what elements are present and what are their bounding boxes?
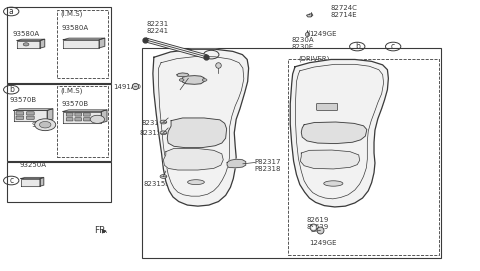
Text: P82317
P82318: P82317 P82318: [254, 159, 281, 172]
Circle shape: [160, 175, 167, 178]
Text: 93580A: 93580A: [62, 25, 89, 31]
Text: 82231
82241: 82231 82241: [147, 21, 169, 34]
Text: 1249GE: 1249GE: [310, 240, 337, 246]
Polygon shape: [177, 73, 189, 77]
FancyBboxPatch shape: [66, 113, 73, 116]
Text: 82620
82610: 82620 82610: [169, 83, 192, 96]
Polygon shape: [63, 111, 101, 123]
Polygon shape: [40, 39, 45, 48]
Ellipse shape: [324, 181, 343, 186]
Polygon shape: [13, 109, 53, 110]
FancyBboxPatch shape: [84, 113, 90, 116]
Bar: [57, 10, 108, 78]
Text: 1249LB: 1249LB: [214, 64, 240, 70]
Polygon shape: [290, 59, 388, 207]
Polygon shape: [153, 49, 249, 206]
FancyBboxPatch shape: [84, 118, 90, 121]
Text: b: b: [355, 42, 360, 51]
Polygon shape: [47, 109, 53, 121]
FancyBboxPatch shape: [66, 118, 73, 121]
Polygon shape: [300, 150, 360, 169]
Circle shape: [39, 121, 51, 128]
Polygon shape: [182, 76, 204, 84]
Polygon shape: [101, 110, 107, 123]
Text: (I.M.S): (I.M.S): [60, 11, 83, 17]
Polygon shape: [99, 38, 105, 48]
FancyBboxPatch shape: [75, 118, 82, 121]
Text: 82315A: 82315A: [140, 130, 167, 136]
Text: 1249GE: 1249GE: [310, 31, 337, 37]
Polygon shape: [167, 118, 227, 148]
Polygon shape: [301, 122, 367, 144]
Polygon shape: [63, 38, 105, 40]
Bar: [7, 7, 111, 83]
Text: 82724C
82714E: 82724C 82714E: [331, 5, 358, 18]
Ellipse shape: [188, 180, 204, 185]
Text: 82315B: 82315B: [142, 120, 169, 126]
Circle shape: [23, 43, 29, 46]
FancyBboxPatch shape: [16, 112, 24, 115]
Text: 1491AD: 1491AD: [113, 84, 141, 90]
Polygon shape: [307, 14, 313, 17]
FancyBboxPatch shape: [26, 112, 34, 115]
Polygon shape: [13, 110, 47, 121]
Text: 93570B: 93570B: [62, 102, 89, 108]
Circle shape: [202, 79, 207, 81]
Bar: [288, 59, 439, 256]
Circle shape: [179, 79, 184, 81]
Text: 93580A: 93580A: [12, 31, 40, 37]
Bar: [57, 86, 108, 157]
FancyBboxPatch shape: [75, 113, 82, 116]
Bar: [142, 48, 441, 258]
Polygon shape: [40, 178, 44, 186]
FancyBboxPatch shape: [26, 116, 34, 119]
Text: 93530: 93530: [32, 122, 54, 128]
Polygon shape: [21, 178, 44, 179]
Text: 82315D: 82315D: [144, 181, 171, 187]
Circle shape: [160, 120, 167, 124]
Circle shape: [35, 119, 56, 131]
Polygon shape: [227, 159, 246, 168]
Text: 8230A
8230E: 8230A 8230E: [291, 37, 314, 50]
Polygon shape: [163, 149, 223, 170]
FancyBboxPatch shape: [317, 104, 337, 110]
Text: (DRIVER): (DRIVER): [299, 55, 330, 62]
Polygon shape: [63, 40, 99, 48]
Text: (I.M.S): (I.M.S): [60, 88, 83, 94]
Text: b: b: [9, 85, 13, 94]
Text: c: c: [391, 42, 395, 51]
Bar: [7, 162, 111, 202]
Text: 93570B: 93570B: [9, 98, 36, 104]
Polygon shape: [63, 110, 107, 111]
Text: a: a: [9, 7, 13, 16]
FancyBboxPatch shape: [16, 116, 24, 119]
Text: 93250A: 93250A: [20, 162, 47, 168]
Circle shape: [90, 115, 105, 123]
Polygon shape: [21, 179, 40, 186]
Text: FR.: FR.: [94, 226, 108, 235]
Bar: [7, 84, 111, 161]
Circle shape: [160, 131, 167, 135]
Polygon shape: [17, 41, 40, 48]
Text: c: c: [9, 176, 13, 185]
Text: 82619
82629: 82619 82629: [306, 217, 328, 230]
Polygon shape: [17, 39, 45, 41]
Text: a: a: [209, 50, 214, 59]
